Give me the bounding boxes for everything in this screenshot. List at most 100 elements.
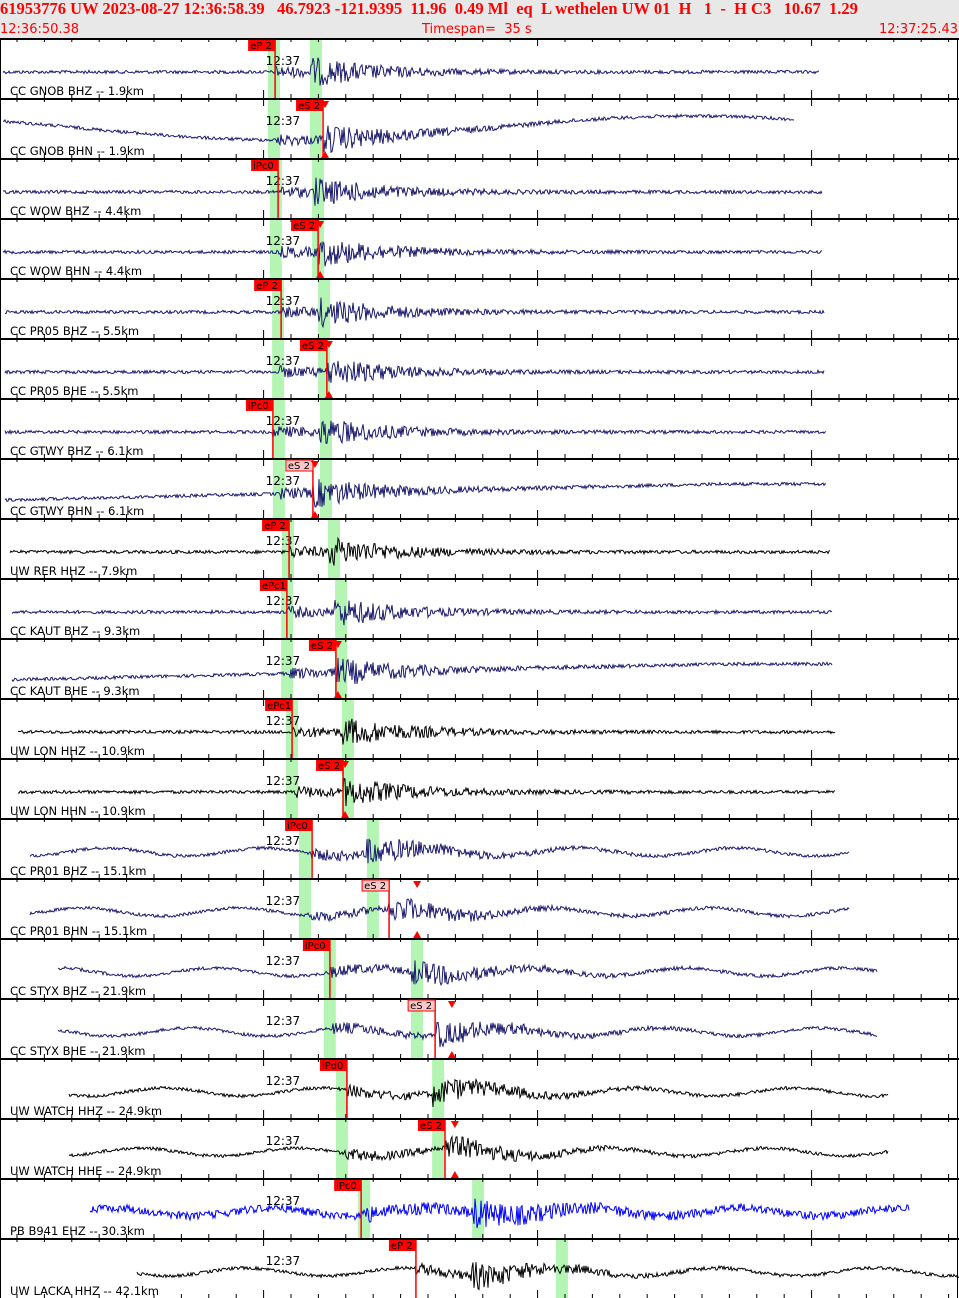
trace-row[interactable]: 12:37 eS 2 UW WATCH HHE -- 24.9km [0, 1118, 959, 1178]
trace-row[interactable]: 12:37 iPc0 CC PR01 BHZ -- 15.1km [0, 818, 959, 878]
trace-row[interactable]: 12:37 eP 2 CC PR05 BHZ -- 5.5km [0, 278, 959, 338]
minute-label: 12:37 [266, 354, 301, 368]
pick-window-band [335, 1120, 348, 1178]
station-label: CC GNOB BHZ -- 1.9km [10, 84, 144, 98]
trace-row[interactable]: 12:37 eS 2 CC GTWY BHN -- 6.1km [0, 458, 959, 518]
pick-label: iPd0 [322, 1061, 344, 1072]
pick-label: iPc0 [287, 821, 308, 832]
waveform [4, 360, 825, 383]
minute-label: 12:37 [266, 834, 301, 848]
station-label: UW WATCH HHE -- 24.9km [10, 1164, 161, 1178]
pick-flag[interactable] [296, 100, 324, 111]
trace-row[interactable]: 12:37 iPc0 CC WOW BHZ -- 4.4km [0, 158, 959, 218]
pick-flag[interactable] [407, 999, 436, 1012]
pick-flag[interactable] [316, 760, 344, 771]
pick-flag[interactable] [319, 1060, 347, 1071]
event-summary: 61953776 UW 2023-08-27 12:36:58.39 46.79… [0, 0, 858, 18]
pick-flag[interactable] [417, 1120, 445, 1131]
pick-flag[interactable] [302, 940, 330, 951]
pick-label: eS 2 [311, 641, 333, 652]
pick-flag[interactable] [265, 700, 293, 711]
trace-row[interactable]: 12:37 eS 2 CC GNOB BHN -- 1.9km [0, 98, 959, 158]
pick-flag[interactable] [285, 459, 314, 472]
trace-divider [0, 98, 959, 100]
trace-row[interactable]: 12:37 eS 2 CC PR01 BHN -- 15.1km [0, 878, 959, 938]
pick-window-band [318, 280, 331, 338]
station-label: PB B941 EHZ -- 30.3km [10, 1224, 145, 1238]
waveform [4, 420, 827, 445]
trace-row[interactable]: 12:37 ePc1 UW LON HHZ -- 10.9km [0, 698, 959, 758]
trace-row[interactable]: 12:37 eP 2 UW RER HHZ -- 7.9km [0, 518, 959, 578]
s-arrival-marker-icon [316, 221, 325, 228]
trace-divider [0, 938, 959, 940]
station-label: CC WOW BHZ -- 4.4km [10, 204, 141, 218]
pick-flag[interactable] [334, 1180, 362, 1191]
waveform [2, 177, 823, 206]
minute-label: 12:37 [266, 534, 301, 548]
pick-window-band [411, 1000, 423, 1058]
pick-flag[interactable] [388, 1240, 416, 1251]
station-label: CC KAUT BHZ -- 9.3km [10, 624, 140, 638]
trace-row[interactable]: 12:37 ePc1 CC KAUT BHZ -- 9.3km [0, 578, 959, 638]
pick-flag[interactable] [308, 640, 336, 651]
trace-row[interactable]: 12:37 iPc0 CC STYX BHZ -- 21.9km [0, 938, 959, 998]
station-label: CC KAUT BHE -- 9.3km [10, 684, 140, 698]
pick-window-band [312, 160, 325, 218]
station-label: CC WOW BHN -- 4.4km [10, 264, 142, 278]
pick-label: ePc1 [267, 701, 291, 712]
trace-row[interactable]: 12:37 iPd0 UW WATCH HHZ -- 24.9km [0, 1058, 959, 1118]
trace-row[interactable]: 12:37 eP 2 CC GNOB BHZ -- 1.9km [0, 38, 959, 98]
pick-flag[interactable] [285, 820, 313, 831]
pick-flag[interactable] [299, 340, 327, 351]
waveform [11, 600, 833, 626]
s-arrival-marker-icon [321, 101, 330, 108]
minute-label: 12:37 [266, 894, 301, 908]
s-arrival-marker-icon [450, 1171, 459, 1178]
pick-window-band [272, 460, 285, 518]
trace-row[interactable]: 12:37 eS 2 CC KAUT BHE -- 9.3km [0, 638, 959, 698]
pick-flag[interactable] [259, 580, 287, 591]
trace-row[interactable]: 12:37 eP 2 UW LACKA HHZ -- 42.1km [0, 1238, 959, 1298]
station-label: UW LON HHN -- 10.9km [10, 804, 146, 818]
trace-row[interactable]: 12:37 iPc0 PB B941 EHZ -- 30.3km [0, 1178, 959, 1238]
trace-row[interactable]: 12:37 eS 2 UW LON HHN -- 10.9km [0, 758, 959, 818]
pick-flag[interactable] [361, 879, 390, 892]
s-arrival-marker-icon [321, 151, 330, 158]
trace-divider [0, 698, 959, 700]
minute-label: 12:37 [266, 1074, 301, 1088]
trace-row[interactable]: 12:37 iPc0 CC GTWY BHZ -- 6.1km [0, 398, 959, 458]
station-label: UW RER HHZ -- 7.9km [10, 564, 137, 578]
minute-label: 12:37 [266, 954, 301, 968]
waveform [4, 479, 827, 508]
pick-flag[interactable] [248, 40, 276, 51]
pick-label: eS 2 [364, 881, 386, 892]
station-label: CC PR05 BHZ -- 5.5km [10, 324, 139, 338]
trace-divider [0, 998, 959, 1000]
pick-window-band [267, 100, 280, 158]
pick-flag[interactable] [291, 220, 319, 231]
pick-window-band [269, 220, 282, 278]
s-arrival-marker-icon [316, 271, 325, 278]
trace-row[interactable]: 12:37 eS 2 CC WOW BHN -- 4.4km [0, 218, 959, 278]
pick-window-band [341, 760, 354, 818]
pick-label: ePc1 [262, 581, 286, 592]
pick-label: eS 2 [420, 1121, 442, 1132]
trace-divider [0, 38, 959, 40]
pick-window-band [269, 160, 282, 218]
pick-flag[interactable] [251, 160, 279, 171]
trace-divider [0, 158, 959, 160]
pick-window-band [267, 40, 280, 98]
s-arrival-marker-icon [324, 391, 333, 398]
pick-flag[interactable] [245, 400, 273, 411]
pick-label: iPc0 [253, 161, 274, 172]
trace-row[interactable]: 12:37 eS 2 CC STYX BHE -- 21.9km [0, 998, 959, 1058]
s-arrival-marker-icon [413, 881, 422, 888]
s-arrival-marker-icon [333, 641, 342, 648]
waveform [2, 57, 820, 86]
pick-flag[interactable] [254, 280, 282, 291]
pick-label: eS 2 [293, 221, 315, 232]
pick-flag[interactable] [262, 520, 290, 531]
minute-label: 12:37 [266, 714, 301, 728]
